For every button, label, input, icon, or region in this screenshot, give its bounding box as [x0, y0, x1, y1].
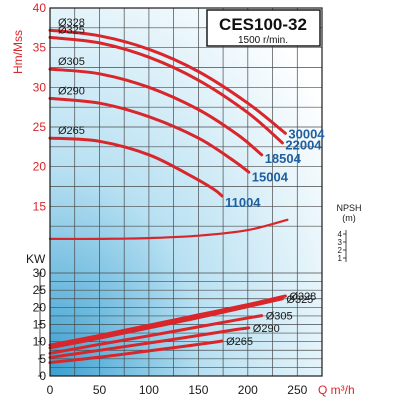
plot-background	[50, 8, 322, 376]
flow-axis-tick-label: 200	[238, 383, 258, 397]
head-axis-tick-label: 30	[33, 80, 47, 94]
head-curve	[48, 136, 224, 198]
curve-labels: Ø328 30004 Ø325 22004 Ø305 18504 Ø290 15004 Ø265…	[58, 17, 325, 348]
head-axis-tick-label: 35	[33, 41, 47, 55]
flow-axis-tick-label: 0	[47, 383, 54, 397]
head-axis-tick-label: 15	[33, 199, 47, 213]
pump-model-label: 30004	[288, 126, 325, 141]
npsh-label: NPSH	[336, 203, 361, 213]
flow-axis-label: Q m³/h	[318, 383, 355, 397]
head-axis-label: Hm/Mss	[11, 30, 25, 74]
head-curve-diameter-label: Ø290	[58, 85, 85, 97]
plot-frame	[49, 7, 323, 377]
head-curve-diameter-label: Ø305	[58, 56, 85, 68]
pump-model-label: 11004	[225, 195, 261, 210]
head-curve-diameter-label: Ø328	[58, 17, 85, 29]
power-curve-diameter-label: Ø328	[289, 291, 316, 303]
npsh-unit: (m)	[342, 213, 356, 223]
npsh-tick-label: 4	[338, 230, 343, 239]
power-axis-tick-label: 0	[39, 369, 46, 383]
npsh-tick-label: 1	[338, 254, 343, 263]
head-axis-tick-label: 20	[33, 160, 47, 174]
flow-axis-tick-label: 50	[93, 383, 107, 397]
power-axis-label: KW	[26, 252, 46, 266]
npsh-curve	[48, 218, 289, 241]
npsh-tick-label: 3	[338, 238, 343, 247]
power-curve-diameter-label: Ø325	[286, 294, 313, 306]
pump-model-label: 15004	[252, 170, 289, 185]
head-curve	[48, 28, 287, 135]
flow-axis-tick-label: 250	[287, 383, 307, 397]
head-curve	[48, 96, 251, 174]
pump-model-label: 22004	[285, 137, 322, 152]
power-curve-diameter-label: Ø305	[266, 311, 293, 323]
power-curve	[48, 326, 251, 359]
npsh-tick-label: 2	[338, 246, 343, 255]
power-axis-tick-label: 5	[39, 352, 46, 366]
head-curve-diameter-label: Ø265	[58, 125, 85, 137]
title-box	[206, 9, 321, 47]
grid-lines	[50, 8, 322, 376]
head-curve	[48, 35, 284, 145]
head-curve	[48, 67, 264, 157]
head-axis-tick-label: 25	[33, 120, 47, 134]
power-curve-diameter-label: Ø290	[253, 323, 280, 335]
chart-title: CES100-32	[219, 15, 307, 34]
pump-model-label: 18504	[265, 151, 302, 166]
flow-axis-tick-label: 150	[188, 383, 208, 397]
head-axis-tick-label: 40	[33, 1, 47, 15]
chart-subtitle: 1500 r/min.	[238, 35, 288, 46]
power-curve	[48, 294, 287, 347]
power-curve	[48, 339, 224, 365]
power-curve-diameter-label: Ø265	[226, 336, 253, 348]
curves-layer	[48, 28, 289, 365]
head-curve-diameter-label: Ø325	[58, 24, 85, 36]
power-curve	[48, 314, 264, 355]
power-curve	[48, 297, 284, 350]
flow-axis-tick-label: 100	[139, 383, 159, 397]
